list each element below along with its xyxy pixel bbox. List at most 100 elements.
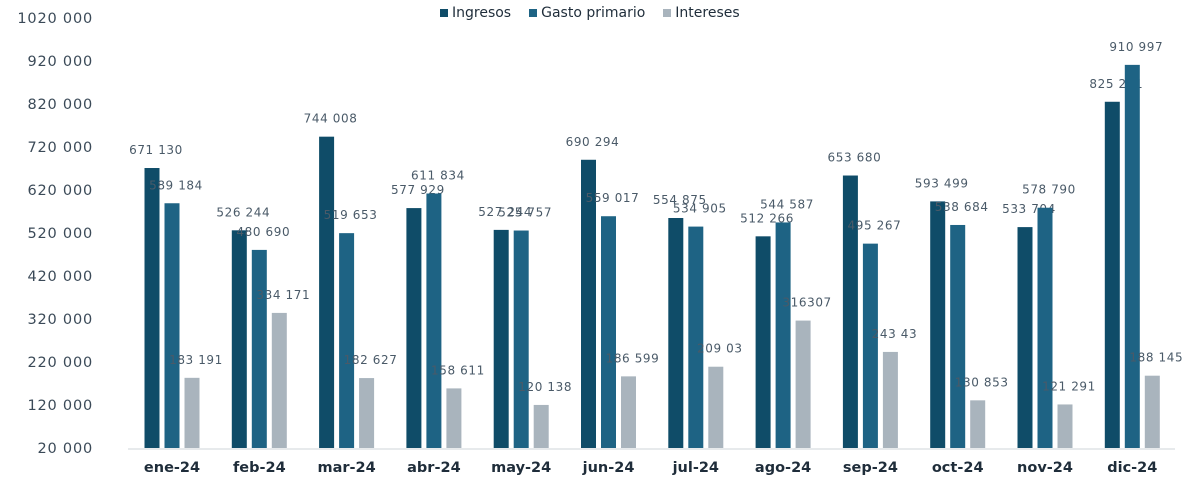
data-label: 316307 xyxy=(782,296,831,310)
bar-intereses xyxy=(882,351,898,448)
data-label: 334 171 xyxy=(256,288,310,302)
data-label: 690 294 xyxy=(566,135,620,149)
data-label: 519 653 xyxy=(324,208,378,222)
bar-intereses xyxy=(271,312,287,448)
bar-ingresos xyxy=(755,236,771,448)
data-label: 183 191 xyxy=(169,353,223,367)
data-label: 611 834 xyxy=(411,169,465,183)
bar-gasto-primario xyxy=(950,224,966,448)
x-tick-label: jul-24 xyxy=(672,460,719,476)
data-label: 182 627 xyxy=(344,353,398,367)
bar-gasto-primario xyxy=(601,216,616,448)
y-tick-label: 920 000 xyxy=(27,54,93,70)
data-label: 525 757 xyxy=(498,206,552,220)
x-tick-label: sep-24 xyxy=(843,460,898,476)
x-tick-label: abr-24 xyxy=(407,460,461,476)
legend-item-gasto-primario: Gasto primario xyxy=(529,5,645,21)
legend-item-intereses: Intereses xyxy=(663,5,740,21)
data-label: 480 690 xyxy=(236,225,290,239)
x-tick-label: oct-24 xyxy=(932,460,984,476)
data-label: 593 499 xyxy=(915,176,969,190)
legend-item-ingresos: Ingresos xyxy=(440,5,511,21)
bar-gasto-primario xyxy=(1124,64,1140,449)
data-label: 671 130 xyxy=(129,143,183,157)
data-label: 186 599 xyxy=(606,351,660,365)
data-label: 559 017 xyxy=(586,191,640,205)
bar-intereses xyxy=(708,366,724,448)
bar-ingresos xyxy=(930,201,946,448)
y-tick-label: 620 000 xyxy=(27,183,93,199)
bar-intereses xyxy=(1057,404,1073,448)
data-label: 188 145 xyxy=(1129,351,1183,365)
y-tick-label: 1020 000 xyxy=(17,11,93,27)
bar-ingresos xyxy=(231,230,247,448)
legend-label-intereses: Intereses xyxy=(675,5,740,21)
x-tick-label: ago-24 xyxy=(755,460,811,476)
data-label: 653 680 xyxy=(827,151,881,165)
bar-ingresos xyxy=(1017,227,1033,448)
x-tick-label: dic-24 xyxy=(1107,460,1157,476)
bar-gasto-primario xyxy=(775,222,791,448)
x-tick-label: nov-24 xyxy=(1017,460,1073,476)
legend-label-gasto-primario: Gasto primario xyxy=(541,5,646,21)
data-label: 243 43 xyxy=(872,327,918,341)
data-label: 158 611 xyxy=(431,363,485,377)
legend-swatch-ingresos xyxy=(440,9,448,17)
bar-gasto-primario xyxy=(164,203,180,448)
data-label: 209 03 xyxy=(697,342,743,356)
y-tick-label: 520 000 xyxy=(27,226,93,242)
data-label: 495 267 xyxy=(847,219,901,233)
bar-intereses xyxy=(533,404,549,448)
bar-gasto-primario xyxy=(426,193,442,448)
chart-legend: Ingresos Gasto primario Intereses xyxy=(440,5,740,21)
bar-intereses xyxy=(621,376,636,448)
data-label: 534 905 xyxy=(673,202,727,216)
bar-intereses xyxy=(184,377,200,448)
data-label: 512 266 xyxy=(740,211,794,225)
y-tick-label: 220 000 xyxy=(27,355,93,371)
y-tick-label: 420 000 xyxy=(27,269,93,285)
bar-gasto-primario xyxy=(251,249,267,448)
y-tick-label: 720 000 xyxy=(27,140,93,156)
bar-ingresos xyxy=(319,136,335,448)
data-label: 130 853 xyxy=(955,375,1009,389)
data-label: 554 875 xyxy=(653,193,707,207)
x-tick-label: feb-24 xyxy=(233,460,286,476)
legend-label-ingresos: Ingresos xyxy=(452,5,512,21)
data-label: 578 790 xyxy=(1022,183,1076,197)
bar-ingresos xyxy=(581,159,596,449)
data-label: 910 997 xyxy=(1109,40,1163,54)
data-label: 526 244 xyxy=(216,205,270,219)
bar-ingresos xyxy=(144,168,160,448)
bar-intereses xyxy=(795,320,811,448)
bar-ingresos xyxy=(406,208,422,448)
bar-intereses xyxy=(359,378,375,448)
data-label: 121 291 xyxy=(1042,379,1096,393)
bar-intereses xyxy=(446,388,462,448)
bar-ingresos xyxy=(1104,101,1120,448)
legend-swatch-gasto-primario xyxy=(529,9,538,17)
bar-gasto-primario xyxy=(862,243,878,448)
y-tick-label: 820 000 xyxy=(27,97,93,113)
data-label: 538 684 xyxy=(935,200,989,214)
bar-ingresos xyxy=(493,229,509,448)
data-label: 589 184 xyxy=(149,178,203,192)
x-tick-label: ene-24 xyxy=(144,460,200,476)
data-label: 744 008 xyxy=(304,112,358,126)
legend-swatch-intereses xyxy=(663,9,672,17)
bar-intereses xyxy=(1144,375,1160,448)
data-label: 527 244 xyxy=(478,205,532,219)
y-tick-label: 320 000 xyxy=(27,312,93,328)
bar-gasto-primario xyxy=(339,233,355,448)
y-tick-label: 20 000 xyxy=(37,441,93,457)
bar-gasto-primario xyxy=(688,226,704,448)
y-tick-label: 120 000 xyxy=(27,398,93,414)
x-tick-label: mar-24 xyxy=(317,460,375,476)
bar-ingresos xyxy=(842,175,858,449)
data-label: 544 587 xyxy=(760,197,814,211)
data-label: 120 138 xyxy=(518,380,572,394)
x-tick-label: may-24 xyxy=(491,460,551,476)
bar-intereses xyxy=(970,400,986,448)
bar-gasto-primario xyxy=(1037,207,1053,448)
